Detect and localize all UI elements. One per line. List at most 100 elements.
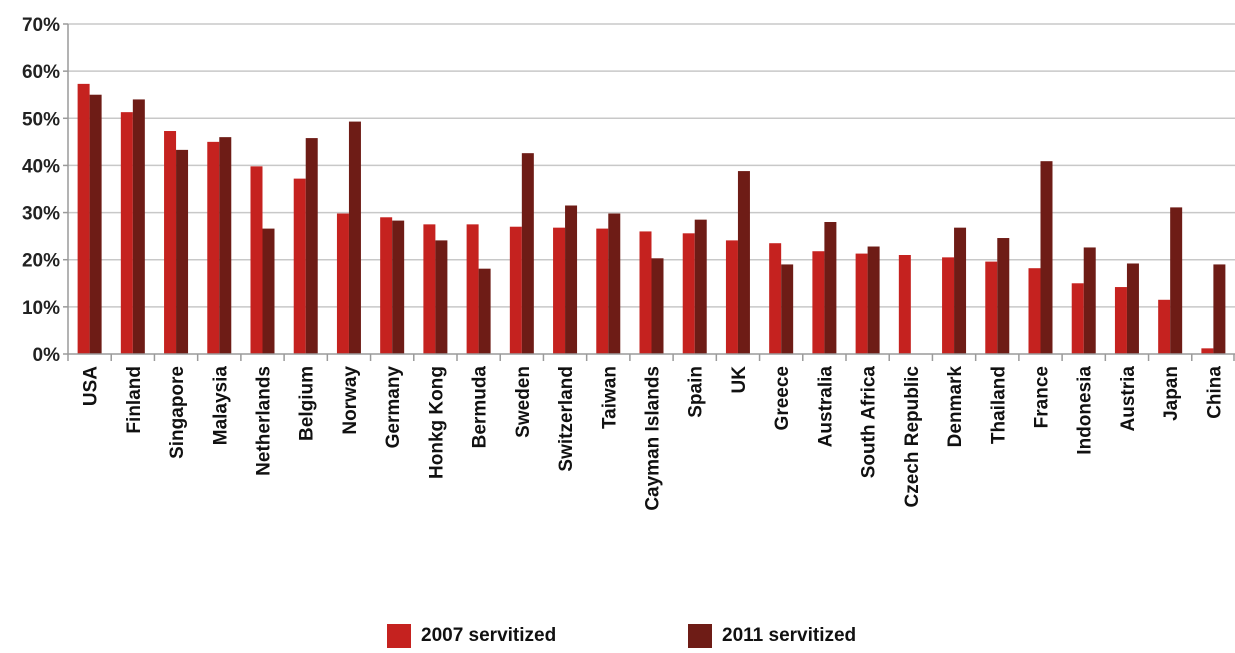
bar-2007 — [682, 233, 695, 354]
bar-2007 — [812, 251, 825, 354]
bar-2011 — [219, 137, 232, 354]
legend-item-2007: 2007 servitized — [387, 624, 556, 648]
bar-2007 — [423, 224, 436, 354]
x-category-label: UK — [729, 366, 750, 394]
bar-2011 — [392, 220, 405, 354]
bar-2007 — [1201, 348, 1214, 354]
y-tick-label: 20% — [22, 251, 60, 272]
x-category-label: Germany — [383, 366, 404, 449]
legend-item-2011: 2011 servitized — [688, 624, 856, 648]
bar-2007 — [596, 228, 609, 354]
x-category-label: Honkg Kong — [426, 366, 447, 479]
x-category-label: Singapore — [167, 366, 188, 459]
bars — [77, 83, 1226, 355]
bar-2007 — [164, 131, 177, 354]
x-category-label: Austria — [1118, 366, 1139, 432]
x-category-label: Malaysia — [210, 366, 231, 446]
bar-2007 — [985, 261, 998, 354]
bar-2011 — [608, 213, 621, 354]
x-category-label: Cayman Islands — [643, 366, 664, 511]
x-category-label: Denmark — [945, 366, 966, 448]
y-axis-tick-labels: 0% 10% 20% 30% 40% 50% 60% 70% — [22, 15, 60, 366]
x-category-label: Greece — [772, 366, 793, 430]
bar-2007 — [725, 240, 738, 354]
x-category-label: Bermuda — [470, 366, 491, 449]
bar-2011 — [1170, 207, 1183, 354]
bar-2007 — [1158, 299, 1171, 354]
bar-2011 — [305, 138, 318, 354]
x-category-label: Finland — [124, 366, 145, 434]
x-category-label: Australia — [815, 366, 836, 448]
bar-2011 — [521, 153, 534, 354]
bar-2007 — [336, 213, 349, 354]
y-tick-label: 60% — [22, 62, 60, 83]
bar-2011 — [997, 238, 1010, 354]
bar-2011 — [435, 240, 448, 354]
bar-2007 — [769, 243, 782, 354]
y-tick-label: 30% — [22, 204, 60, 225]
bar-2011 — [867, 246, 880, 354]
x-category-label: Indonesia — [1075, 366, 1096, 455]
bar-2011 — [737, 171, 750, 354]
bar-2007 — [553, 227, 566, 354]
y-tick-label: 40% — [22, 156, 60, 177]
x-category-label: Switzerland — [556, 366, 577, 472]
bar-2007 — [942, 257, 955, 354]
bar-2011 — [1126, 263, 1139, 354]
bar-2007 — [77, 83, 90, 354]
legend-swatch-2007 — [387, 624, 411, 648]
bar-2011 — [176, 149, 189, 354]
bar-2011 — [348, 121, 361, 354]
legend-label-2007: 2007 servitized — [421, 625, 557, 646]
bar-2007 — [466, 224, 479, 354]
bar-2007 — [1071, 283, 1084, 354]
bar-2011 — [824, 222, 837, 354]
bar-2011 — [1040, 161, 1053, 354]
bar-2007 — [639, 231, 652, 354]
x-category-label: Czech Republic — [902, 366, 923, 508]
x-category-label: Sweden — [513, 366, 534, 438]
y-tick-label: 70% — [22, 15, 60, 36]
bar-chart: 0% 10% 20% 30% 40% 50% 60% 70% USA Finland Singap… — [22, 15, 1235, 511]
x-category-label: Thailand — [988, 366, 1009, 444]
x-category-label: Norway — [340, 366, 361, 435]
bar-2011 — [781, 264, 794, 354]
bar-2011 — [565, 205, 578, 354]
bar-2011 — [651, 258, 664, 354]
bar-2011 — [954, 227, 967, 354]
bar-2011 — [1213, 264, 1226, 354]
legend-swatch-2011 — [688, 624, 712, 648]
bar-2011 — [132, 99, 145, 354]
y-tick-label: 0% — [33, 345, 61, 366]
x-category-label: Taiwan — [599, 366, 620, 429]
bar-2007 — [207, 141, 220, 354]
bar-2007 — [898, 255, 911, 354]
bar-2011 — [694, 219, 707, 354]
x-category-label: Belgium — [297, 366, 318, 441]
x-category-label: Netherlands — [254, 366, 275, 476]
bar-2007 — [1028, 268, 1041, 354]
bar-2011 — [89, 94, 102, 354]
bar-2011 — [478, 268, 491, 354]
bar-2007 — [1114, 287, 1127, 354]
x-axis-category-labels: USA Finland Singapore Malaysia Netherlands Be… — [81, 366, 1226, 511]
x-category-label: Japan — [1161, 366, 1182, 421]
legend-label-2011: 2011 servitized — [722, 625, 857, 646]
bar-2007 — [250, 166, 263, 354]
bar-2007 — [293, 178, 306, 354]
bar-2007 — [120, 112, 133, 355]
axes — [63, 23, 1235, 361]
legend: 2007 servitized 2011 servitized — [0, 624, 1235, 650]
y-tick-label: 10% — [22, 298, 60, 319]
x-category-label: Spain — [686, 366, 707, 418]
x-category-label: China — [1204, 366, 1225, 419]
bar-2011 — [262, 228, 275, 354]
x-category-label: South Africa — [859, 366, 880, 479]
x-category-label: USA — [81, 366, 102, 406]
bar-2011 — [1083, 247, 1096, 354]
bar-2007 — [855, 253, 868, 354]
x-category-label: France — [1032, 366, 1053, 428]
bar-2007 — [380, 217, 393, 354]
y-tick-label: 50% — [22, 109, 60, 130]
